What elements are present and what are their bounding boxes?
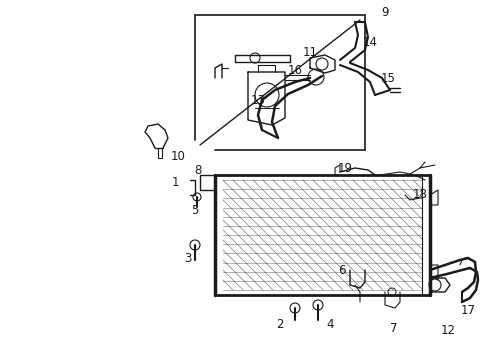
- Text: 1: 1: [171, 175, 179, 189]
- Text: 8: 8: [195, 163, 202, 176]
- Text: 6: 6: [338, 264, 346, 276]
- Text: 19: 19: [338, 162, 352, 175]
- Text: 2: 2: [276, 319, 284, 332]
- Text: 4: 4: [326, 319, 334, 332]
- Text: 15: 15: [381, 72, 395, 85]
- Text: 3: 3: [184, 252, 192, 265]
- Text: 11: 11: [302, 45, 318, 58]
- Text: 5: 5: [191, 203, 198, 216]
- Text: 14: 14: [363, 36, 377, 49]
- Text: 10: 10: [171, 150, 185, 163]
- Text: 12: 12: [441, 324, 456, 337]
- Text: 13: 13: [250, 94, 266, 107]
- Text: 16: 16: [288, 63, 302, 77]
- Text: 9: 9: [381, 5, 389, 18]
- Text: 17: 17: [461, 303, 475, 316]
- Text: 18: 18: [413, 189, 427, 202]
- Text: 7: 7: [390, 321, 398, 334]
